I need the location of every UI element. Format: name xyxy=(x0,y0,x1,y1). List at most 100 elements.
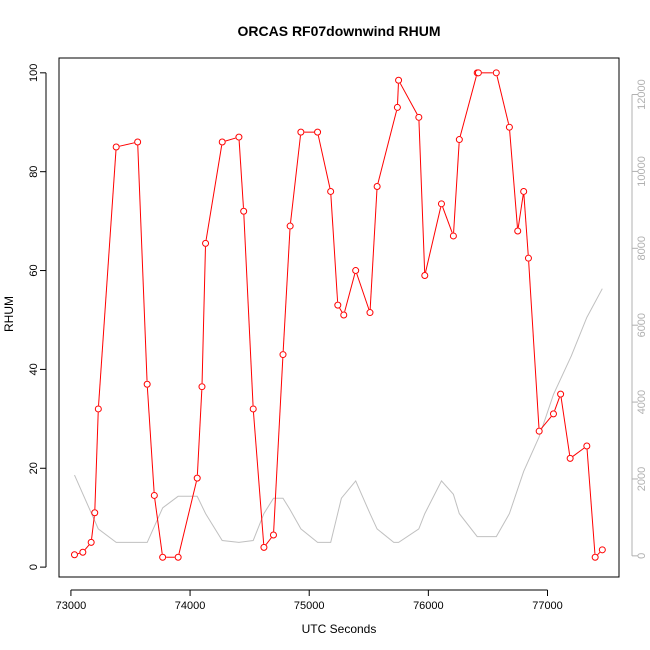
rhum-segment xyxy=(397,83,399,104)
rhum-segment xyxy=(459,76,477,137)
rhum-segment xyxy=(528,261,540,428)
rhum-point xyxy=(505,123,513,131)
rhum-point xyxy=(455,136,463,144)
x-tick-label: 73000 xyxy=(56,600,87,612)
x-axis: 73000 74000 75000 76000 77000 xyxy=(56,589,563,612)
rhum-point xyxy=(557,390,565,398)
rhum-segment xyxy=(356,273,370,310)
rhum-point xyxy=(514,227,522,235)
rhum-point xyxy=(202,239,210,247)
rhum-segment xyxy=(98,150,117,406)
x-tick-label: 77000 xyxy=(532,600,563,612)
rhum-point xyxy=(159,553,167,561)
rhum-segment xyxy=(84,544,90,550)
rhum-point xyxy=(150,491,158,499)
rhum-segment xyxy=(517,194,524,228)
rhum-segment xyxy=(442,206,453,233)
rhum-point xyxy=(279,351,287,359)
rhum-point xyxy=(566,454,574,462)
rhum-point xyxy=(421,271,429,279)
rhum-segment xyxy=(94,412,99,510)
y-tick-label: 0 xyxy=(28,564,40,570)
rhum-point xyxy=(174,553,182,561)
y2-tick-label: 10000 xyxy=(636,156,648,187)
rhum-point xyxy=(314,128,322,136)
rhum-point xyxy=(524,254,532,262)
rhum-segment xyxy=(137,145,148,381)
rhum-segment xyxy=(453,143,460,233)
rhum-point xyxy=(352,267,360,275)
rhum-point xyxy=(79,548,87,556)
rhum-point xyxy=(474,69,482,77)
y-axis-label: RHUM xyxy=(2,296,16,332)
rhum-point xyxy=(437,200,445,208)
rhum-segment xyxy=(282,229,291,352)
x-tick-label: 76000 xyxy=(413,600,444,612)
y2-tick-label: 0 xyxy=(636,553,648,559)
rhum-segment xyxy=(225,137,236,142)
x-axis-label: UTC Seconds xyxy=(302,622,377,636)
rhum-point xyxy=(240,207,248,215)
rhum-segment xyxy=(205,145,223,240)
rhum-point xyxy=(492,69,500,77)
rhum-segment xyxy=(243,214,254,406)
rhum-segment xyxy=(196,390,203,475)
rhum-segment xyxy=(273,358,284,532)
rhum-point xyxy=(598,546,606,554)
y-tick-label: 20 xyxy=(28,462,40,474)
rhum-segment xyxy=(554,397,560,411)
rhum-segment xyxy=(146,387,155,492)
rhum-segment xyxy=(425,207,442,273)
rhum-point xyxy=(269,531,277,539)
rhum-point xyxy=(549,410,557,418)
rhum-point xyxy=(249,405,257,413)
rhum-segment xyxy=(178,481,197,554)
rhum-point xyxy=(583,442,591,450)
rhum-point xyxy=(591,553,599,561)
rhum-segment xyxy=(339,307,343,313)
rhum-segment xyxy=(523,194,529,255)
rhum-point xyxy=(449,232,457,240)
rhum-point xyxy=(286,222,294,230)
rhum-point xyxy=(297,128,305,136)
rhum-point xyxy=(112,143,120,151)
rhum-point xyxy=(193,474,201,482)
y2-tick-label: 8000 xyxy=(636,236,648,260)
rhum-point xyxy=(235,133,243,141)
rhum-segment xyxy=(252,412,265,544)
rhum-point xyxy=(198,383,206,391)
series-layer xyxy=(70,69,606,561)
y-tick-label: 80 xyxy=(28,166,40,178)
rhum-point xyxy=(70,551,78,559)
rhum-segment xyxy=(344,273,356,312)
rhum-segment xyxy=(119,142,135,147)
rhum-point xyxy=(143,380,151,388)
rhum-segment xyxy=(418,120,426,273)
rhum-segment xyxy=(317,135,331,189)
y-tick-label: 100 xyxy=(28,64,40,82)
chart-title: ORCAS RF07downwind RHUM xyxy=(238,23,441,39)
rhum-point xyxy=(334,301,342,309)
y-axis-left: 0 20 40 60 80 100 xyxy=(28,64,47,570)
rhum-segment xyxy=(572,447,585,457)
rhum-segment xyxy=(496,76,510,124)
rhum-point xyxy=(415,113,423,121)
y-axis-right: 0 2000 4000 6000 8000 10000 12000 xyxy=(631,79,648,559)
rhum-segment xyxy=(91,516,95,539)
rhum-point xyxy=(260,543,268,551)
rhum-point xyxy=(327,187,335,195)
rhum-segment xyxy=(265,537,272,545)
rhum-segment xyxy=(330,194,339,302)
rhum-point xyxy=(94,405,102,413)
rhum-segment xyxy=(201,246,206,384)
y-tick-label: 60 xyxy=(28,264,40,276)
y2-tick-label: 4000 xyxy=(636,390,648,414)
rhum-point xyxy=(535,427,543,435)
y2-tick-label: 12000 xyxy=(636,79,648,110)
rhum-segment xyxy=(597,551,601,556)
rhum-segment xyxy=(541,416,552,429)
rhum-segment xyxy=(377,110,397,184)
y-tick-label: 40 xyxy=(28,363,40,375)
rhum-point xyxy=(366,309,374,317)
